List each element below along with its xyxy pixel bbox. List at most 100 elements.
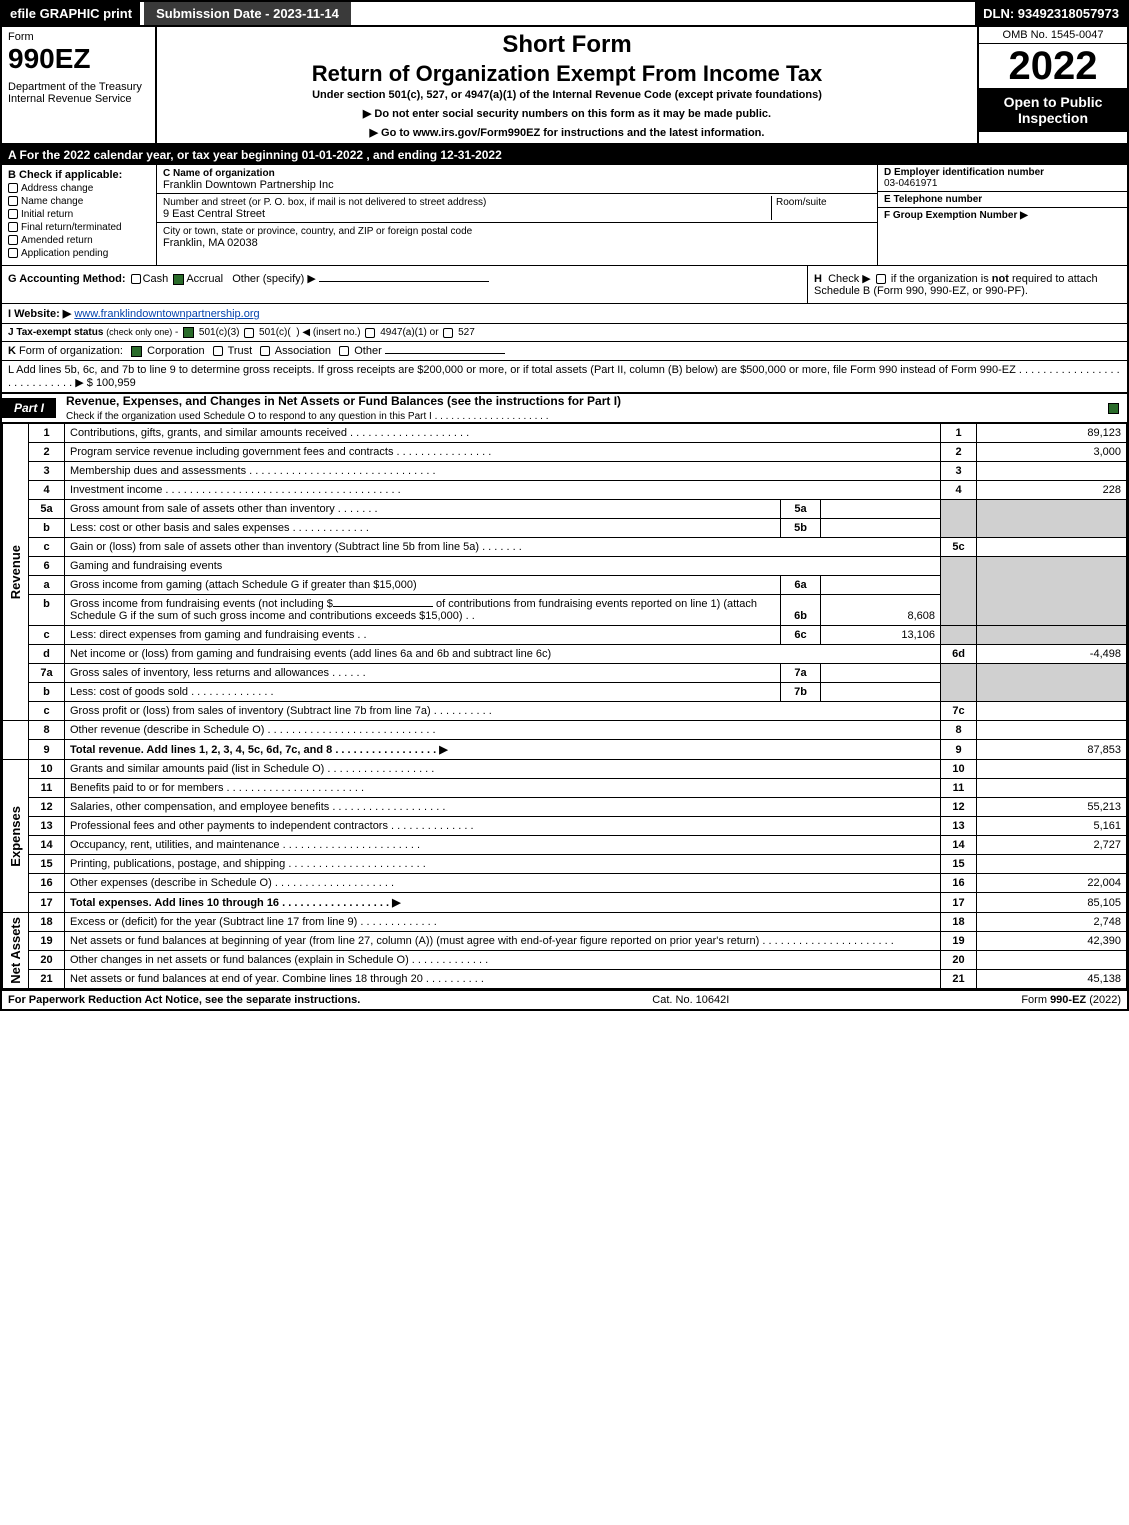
- checkbox-icon[interactable]: [131, 274, 141, 284]
- checkbox-icon: [8, 235, 18, 245]
- h-text: H Check ▶ if the organization is not req…: [814, 273, 1098, 297]
- instructions-link: ▶ Go to www.irs.gov/Form990EZ for instru…: [165, 126, 969, 139]
- submission-date: Submission Date - 2023-11-14: [144, 2, 351, 25]
- table-row: 19Net assets or fund balances at beginni…: [3, 932, 1127, 951]
- schedule-o-checkbox-icon[interactable]: [1108, 403, 1119, 414]
- ein-cell: D Employer identification number 03-0461…: [878, 165, 1127, 192]
- checkbox-icon[interactable]: [244, 328, 254, 338]
- chk-name-change[interactable]: Name change: [8, 196, 150, 207]
- row-g-h: G Accounting Method: Cash Accrual Other …: [2, 266, 1127, 304]
- table-row: 7aGross sales of inventory, less returns…: [3, 664, 1127, 683]
- checkbox-icon[interactable]: [876, 274, 886, 284]
- line-10-value: [977, 760, 1127, 779]
- table-row: 2Program service revenue including gover…: [3, 443, 1127, 462]
- line-6b-value: 8,608: [821, 595, 941, 626]
- line-6c-value: 13,106: [821, 626, 941, 645]
- line-13-value: 5,161: [977, 817, 1127, 836]
- top-bar: efile GRAPHIC print Submission Date - 20…: [2, 2, 1127, 27]
- line-3-value: [977, 462, 1127, 481]
- tax-year: 2022: [979, 44, 1127, 88]
- l-text: L Add lines 5b, 6c, and 7b to line 9 to …: [8, 364, 1120, 389]
- info-block: B Check if applicable: Address change Na…: [2, 165, 1127, 266]
- omb-number: OMB No. 1545-0047: [979, 27, 1127, 44]
- checkbox-icon[interactable]: [443, 328, 453, 338]
- open-to-public: Open to Public Inspection: [979, 88, 1127, 132]
- chk-address-change[interactable]: Address change: [8, 183, 150, 194]
- city-state-zip: Franklin, MA 02038: [163, 237, 258, 249]
- header-center: Short Form Return of Organization Exempt…: [157, 27, 977, 143]
- page-footer: For Paperwork Reduction Act Notice, see …: [2, 989, 1127, 1009]
- checkbox-checked-icon[interactable]: [173, 274, 184, 285]
- f-label: F Group Exemption Number ▶: [884, 210, 1028, 221]
- checkbox-icon[interactable]: [339, 346, 349, 356]
- table-row: 21Net assets or fund balances at end of …: [3, 970, 1127, 989]
- gross-receipts-line: L Add lines 5b, 6c, and 7b to line 9 to …: [2, 361, 1127, 392]
- schedule-b-check: H Check ▶ if the organization is not req…: [807, 266, 1127, 303]
- form-number: 990EZ: [8, 43, 149, 75]
- table-row: Net Assets 18Excess or (deficit) for the…: [3, 913, 1127, 932]
- part-i-header: Part I Revenue, Expenses, and Changes in…: [2, 392, 1127, 423]
- table-row: cLess: direct expenses from gaming and f…: [3, 626, 1127, 645]
- checkbox-icon[interactable]: [365, 328, 375, 338]
- street-address: 9 East Central Street: [163, 208, 265, 220]
- i-label: I Website: ▶: [8, 308, 71, 320]
- table-row: 4Investment income . . . . . . . . . . .…: [3, 481, 1127, 500]
- line-5c-value: [977, 538, 1127, 557]
- website-line: I Website: ▶ www.franklindowntownpartner…: [2, 304, 1127, 324]
- checkbox-icon: [8, 222, 18, 232]
- checkbox-icon[interactable]: [213, 346, 223, 356]
- line-8-value: [977, 721, 1127, 740]
- column-c-org-info: C Name of organization Franklin Downtown…: [157, 165, 877, 265]
- form-subtitle: Under section 501(c), 527, or 4947(a)(1)…: [165, 89, 969, 101]
- chk-initial-return[interactable]: Initial return: [8, 209, 150, 220]
- table-row: 6Gaming and fundraising events: [3, 557, 1127, 576]
- form-of-organization: K Form of organization: Corporation Trus…: [2, 342, 1127, 361]
- line-21-value: 45,138: [977, 970, 1127, 989]
- form-title: Return of Organization Exempt From Incom…: [165, 61, 969, 87]
- checkbox-icon: [8, 183, 18, 193]
- table-row: Revenue 1 Contributions, gifts, grants, …: [3, 424, 1127, 443]
- org-name-cell: C Name of organization Franklin Downtown…: [157, 165, 877, 194]
- table-row: 15Printing, publications, postage, and s…: [3, 855, 1127, 874]
- checkbox-checked-icon[interactable]: [131, 346, 142, 357]
- dln: DLN: 93492318057973: [975, 2, 1127, 25]
- checkbox-checked-icon[interactable]: [183, 327, 194, 338]
- ein: 03-0461971: [884, 178, 937, 189]
- short-form-title: Short Form: [165, 31, 969, 59]
- chk-final-return[interactable]: Final return/terminated: [8, 222, 150, 233]
- line-15-value: [977, 855, 1127, 874]
- part-i-tab: Part I: [2, 398, 56, 418]
- table-row: 3Membership dues and assessments . . . .…: [3, 462, 1127, 481]
- catalog-number: Cat. No. 10642I: [360, 994, 1021, 1006]
- revenue-group-label: Revenue: [8, 545, 23, 599]
- table-row: 13Professional fees and other payments t…: [3, 817, 1127, 836]
- checkbox-icon[interactable]: [260, 346, 270, 356]
- line-6d-value: -4,498: [977, 645, 1127, 664]
- line-4-value: 228: [977, 481, 1127, 500]
- table-row: 16Other expenses (describe in Schedule O…: [3, 874, 1127, 893]
- line-14-value: 2,727: [977, 836, 1127, 855]
- b-heading: B Check if applicable:: [8, 169, 150, 181]
- table-row: cGross profit or (loss) from sales of in…: [3, 702, 1127, 721]
- form-page: efile GRAPHIC print Submission Date - 20…: [0, 0, 1129, 1011]
- city-label: City or town, state or province, country…: [163, 226, 472, 237]
- table-row: Expenses 10Grants and similar amounts pa…: [3, 760, 1127, 779]
- department: Department of the Treasury Internal Reve…: [8, 81, 149, 105]
- d-label: D Employer identification number: [884, 167, 1044, 178]
- address-cell: Number and street (or P. O. box, if mail…: [157, 194, 877, 223]
- website-link[interactable]: www.franklindowntownpartnership.org: [74, 308, 259, 320]
- form-version: Form 990-EZ (2022): [1021, 994, 1121, 1006]
- checkbox-icon: [8, 248, 18, 258]
- org-name: Franklin Downtown Partnership Inc: [163, 179, 334, 191]
- chk-application-pending[interactable]: Application pending: [8, 248, 150, 259]
- addr-label: Number and street (or P. O. box, if mail…: [163, 197, 486, 208]
- line-12-value: 55,213: [977, 798, 1127, 817]
- line-11-value: [977, 779, 1127, 798]
- part-i-title: Revenue, Expenses, and Changes in Net As…: [56, 394, 1108, 422]
- table-row: 5aGross amount from sale of assets other…: [3, 500, 1127, 519]
- c-label: C Name of organization: [163, 168, 275, 179]
- chk-amended-return[interactable]: Amended return: [8, 235, 150, 246]
- line-2-value: 3,000: [977, 443, 1127, 462]
- group-exemption-cell: F Group Exemption Number ▶: [878, 208, 1127, 241]
- header-right: OMB No. 1545-0047 2022 Open to Public In…: [977, 27, 1127, 143]
